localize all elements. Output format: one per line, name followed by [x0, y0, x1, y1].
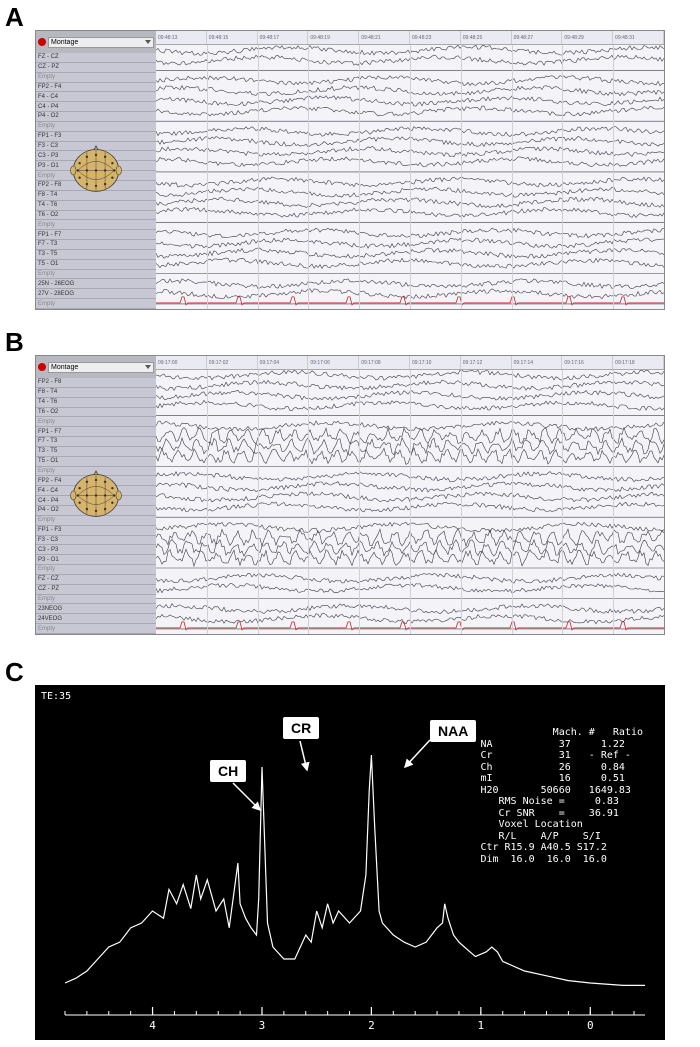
channel-label: FP1 - F7 [36, 230, 156, 240]
time-cell: 09:17:08 [359, 356, 410, 369]
channel-label: T6 - O2 [36, 408, 156, 418]
channel-label: T4 - T6 [36, 398, 156, 408]
record-indicator-icon [38, 38, 46, 46]
channel-label: C3 - P3 [36, 545, 156, 555]
svg-text:3: 3 [259, 1019, 266, 1032]
panel-b: Montage FP2 - F8F8 - T4T4 - T6T6 - O2Emp… [35, 355, 665, 635]
eeg-traces-b: 09:17:0009:17:0209:17:0409:17:0609:17:08… [156, 356, 664, 634]
time-cell: 09:48:29 [562, 31, 613, 44]
channel-label: 24VEOG [36, 614, 156, 624]
svg-text:4: 4 [149, 1019, 156, 1032]
channel-label: FP1 - F3 [36, 526, 156, 536]
channel-label: F4 - C4 [36, 92, 156, 102]
channel-label: FP2 - F8 [36, 378, 156, 388]
time-cell: 09:48:27 [512, 31, 563, 44]
svg-text:2: 2 [368, 1019, 375, 1032]
time-cell: 09:17:18 [613, 356, 664, 369]
channel-label: F8 - T4 [36, 388, 156, 398]
panel-c: TE:35 Mach. # Ratio NA 37 1.22 Cr 31 - R… [35, 685, 665, 1040]
channel-label: Empty [36, 595, 156, 605]
chevron-down-icon [145, 365, 151, 369]
time-cell: 09:48:31 [613, 31, 664, 44]
channel-label: Empty [36, 270, 156, 280]
channel-label: P4 - O2 [36, 112, 156, 122]
montage-label: Montage [51, 364, 78, 371]
chevron-down-icon [145, 40, 151, 44]
peak-label: NAA [430, 720, 476, 742]
channel-label: F7 - T3 [36, 437, 156, 447]
time-cell: 09:17:04 [258, 356, 309, 369]
channel-label: T6 - O2 [36, 211, 156, 221]
svg-text:0: 0 [587, 1019, 594, 1032]
spectroscopy-info-text: Mach. # Ratio NA 37 1.22 Cr 31 - Ref - C… [480, 727, 643, 865]
head-diagram-icon [69, 145, 124, 195]
montage-dropdown[interactable]: Montage [48, 362, 154, 373]
time-cell: 09:48:25 [461, 31, 512, 44]
channel-label: F3 - C3 [36, 536, 156, 546]
channel-label: FP2 - F4 [36, 83, 156, 93]
time-cell: 09:48:19 [308, 31, 359, 44]
head-diagram-icon [69, 470, 124, 520]
trace-area-b [156, 370, 664, 634]
channel-label: T3 - T5 [36, 250, 156, 260]
sidebar-top-b: Montage [36, 356, 156, 378]
channel-label: T3 - T5 [36, 447, 156, 457]
channel-label: CZ - PZ [36, 63, 156, 73]
channel-label: P3 - O1 [36, 555, 156, 565]
sidebar-top-a: Montage [36, 31, 156, 53]
channel-label: 25N - 26EOG [36, 279, 156, 289]
channel-label: Empty [36, 299, 156, 309]
time-cell: 09:48:13 [156, 31, 207, 44]
channel-label: T5 - O1 [36, 260, 156, 270]
channel-label: T4 - T6 [36, 201, 156, 211]
channel-label: F7 - T3 [36, 240, 156, 250]
channel-label: Empty [36, 73, 156, 83]
trace-area-a [156, 45, 664, 309]
channel-label: Empty [36, 122, 156, 132]
channel-label: Empty [36, 417, 156, 427]
panel-a: Montage FZ - CZCZ - PZEmptyFP2 - F4F4 - … [35, 30, 665, 310]
channel-label: FZ - CZ [36, 575, 156, 585]
montage-label: Montage [51, 39, 78, 46]
spectroscopy-container: TE:35 Mach. # Ratio NA 37 1.22 Cr 31 - R… [35, 685, 665, 1040]
eeg-container-a: Montage FZ - CZCZ - PZEmptyFP2 - F4F4 - … [35, 30, 665, 310]
eeg-container-b: Montage FP2 - F8F8 - T4T4 - T6T6 - O2Emp… [35, 355, 665, 635]
time-cell: 09:17:16 [562, 356, 613, 369]
svg-text:1: 1 [478, 1019, 485, 1032]
eeg-traces-a: 09:48:1309:48:1509:48:1709:48:1909:48:21… [156, 31, 664, 309]
time-header-a: 09:48:1309:48:1509:48:1709:48:1909:48:21… [156, 31, 664, 45]
time-cell: 09:17:14 [512, 356, 563, 369]
channel-label: FZ - CZ [36, 53, 156, 63]
panel-c-label: C [5, 657, 24, 688]
channel-label: FP1 - F7 [36, 427, 156, 437]
eeg-sidebar-b: Montage FP2 - F8F8 - T4T4 - T6T6 - O2Emp… [36, 356, 156, 634]
peak-label: CH [210, 760, 246, 782]
channel-label: Empty [36, 624, 156, 634]
eeg-sidebar-a: Montage FZ - CZCZ - PZEmptyFP2 - F4F4 - … [36, 31, 156, 309]
time-cell: 09:48:23 [410, 31, 461, 44]
channel-label: Empty [36, 220, 156, 230]
panel-b-label: B [5, 327, 24, 358]
panel-a-label: A [5, 2, 24, 33]
time-cell: 09:17:00 [156, 356, 207, 369]
te-label: TE:35 [41, 691, 71, 703]
time-cell: 09:17:10 [410, 356, 461, 369]
channel-label: 27V - 28EOG [36, 289, 156, 299]
time-cell: 09:17:12 [461, 356, 512, 369]
montage-dropdown[interactable]: Montage [48, 37, 154, 48]
time-header-b: 09:17:0009:17:0209:17:0409:17:0609:17:08… [156, 356, 664, 370]
channel-label: FP1 - F3 [36, 132, 156, 142]
channel-label: T5 - O1 [36, 457, 156, 467]
channel-label: 23NEOG [36, 604, 156, 614]
time-cell: 09:17:06 [308, 356, 359, 369]
peak-label: CR [283, 717, 319, 739]
channel-label: CZ - PZ [36, 585, 156, 595]
time-cell: 09:48:21 [359, 31, 410, 44]
channel-label: Empty [36, 565, 156, 575]
time-cell: 09:48:17 [258, 31, 309, 44]
record-indicator-icon [38, 363, 46, 371]
time-cell: 09:17:02 [207, 356, 258, 369]
channel-label: C4 - P4 [36, 102, 156, 112]
time-cell: 09:48:15 [207, 31, 258, 44]
